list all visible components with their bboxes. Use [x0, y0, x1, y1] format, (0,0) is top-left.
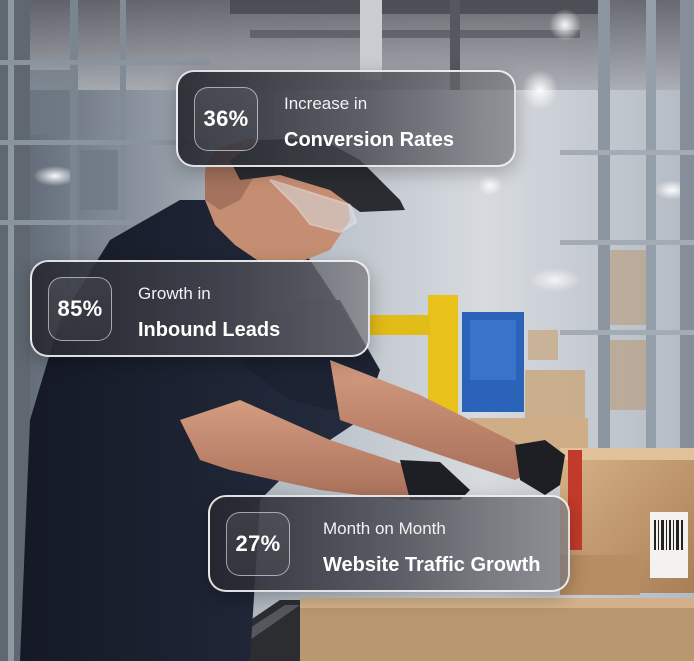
- stat-label-line2: Conversion Rates: [284, 129, 455, 151]
- stat-label-line2: Website Traffic Growth: [323, 554, 541, 576]
- stat-value: 36%: [194, 87, 258, 151]
- stat-label-line2: Inbound Leads: [138, 319, 281, 341]
- stat-card-website-traffic: 27% Month on Month Website Traffic Growt…: [208, 495, 570, 592]
- stat-label-line1: Month on Month: [323, 519, 446, 538]
- stat-value: 85%: [48, 277, 112, 341]
- stat-card-conversion-rates: 36% Increase in Conversion Rates: [176, 70, 516, 167]
- stat-card-inbound-leads: 85% Growth in Inbound Leads: [30, 260, 370, 357]
- stat-label-line1: Growth in: [138, 284, 211, 303]
- stat-label-line1: Increase in: [284, 94, 368, 113]
- stat-value: 27%: [226, 512, 290, 576]
